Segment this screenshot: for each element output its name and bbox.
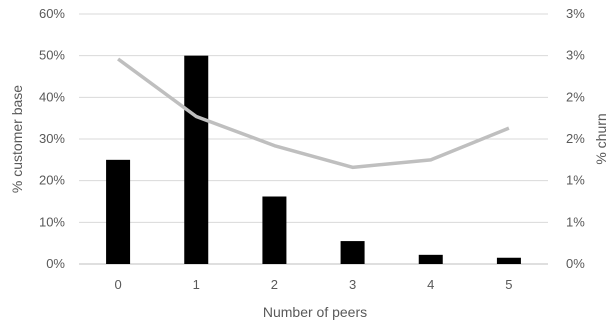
y2-axis-ticks: 0% 1% 1% 2% 2% 3% 3% bbox=[566, 6, 585, 271]
x-tick-label: 5 bbox=[505, 277, 512, 292]
bar bbox=[496, 257, 521, 264]
bar-series bbox=[106, 55, 521, 264]
y-tick-label: 20% bbox=[39, 173, 65, 188]
x-tick-label: 2 bbox=[271, 277, 278, 292]
y-tick-label: 60% bbox=[39, 6, 65, 21]
y2-tick-label: 1% bbox=[566, 173, 585, 188]
y-tick-label: 0% bbox=[46, 256, 65, 271]
bar bbox=[262, 196, 287, 264]
y-tick-label: 40% bbox=[39, 89, 65, 104]
bar bbox=[340, 241, 365, 264]
x-tick-label: 1 bbox=[193, 277, 200, 292]
bar bbox=[184, 55, 209, 264]
y2-tick-label: 1% bbox=[566, 214, 585, 229]
y-tick-label: 30% bbox=[39, 131, 65, 146]
y2-tick-label: 2% bbox=[566, 89, 585, 104]
y2-tick-label: 0% bbox=[566, 256, 585, 271]
x-axis-title: Number of peers bbox=[263, 304, 367, 320]
x-tick-label: 4 bbox=[427, 277, 434, 292]
y2-tick-label: 3% bbox=[566, 6, 585, 21]
x-tick-label: 3 bbox=[349, 277, 356, 292]
y2-tick-label: 2% bbox=[566, 131, 585, 146]
bar bbox=[106, 159, 131, 264]
y-axis-ticks: 0% 10% 20% 30% 40% 50% 60% bbox=[39, 6, 65, 271]
y2-tick-label: 3% bbox=[566, 48, 585, 63]
y-tick-label: 10% bbox=[39, 214, 65, 229]
x-axis-ticks: 0 1 2 3 4 5 bbox=[114, 277, 512, 292]
x-tick-label: 0 bbox=[114, 277, 121, 292]
y2-axis-title: % churn bbox=[593, 113, 609, 164]
line-series bbox=[117, 57, 510, 170]
y-tick-label: 50% bbox=[39, 48, 65, 63]
churn-line bbox=[117, 57, 510, 170]
bar bbox=[418, 254, 443, 264]
y-axis-title: % customer base bbox=[9, 85, 25, 193]
gridlines bbox=[79, 13, 548, 265]
